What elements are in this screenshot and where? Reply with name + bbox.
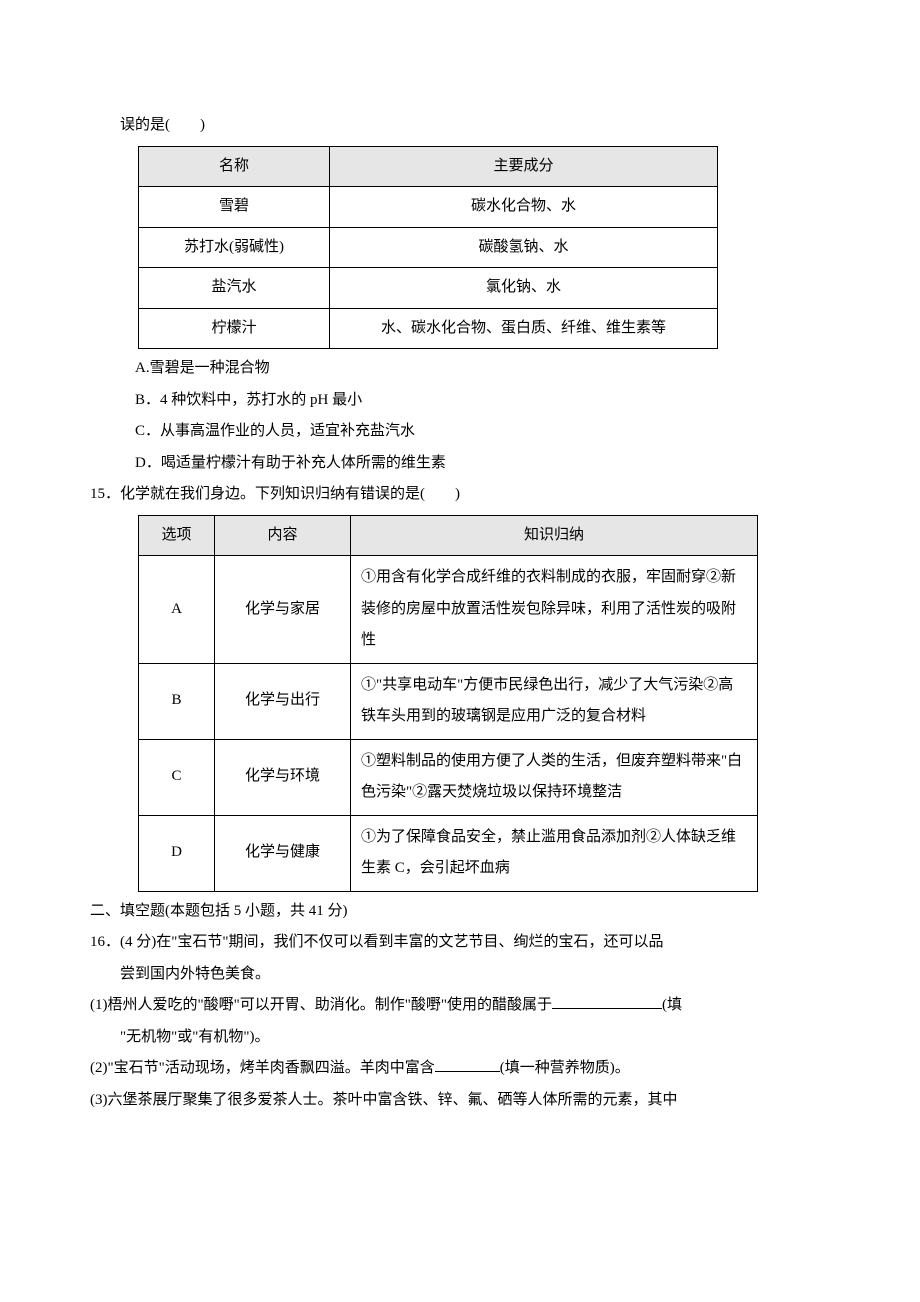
table-row: A 化学与家居 ①用含有化学合成纤维的衣料制成的衣服，牢固耐穿②新装修的房屋中放… xyxy=(139,556,758,664)
table-row: D 化学与健康 ①为了保障食品安全，禁止滥用食品添加剂②人体缺乏维生素 C，会引… xyxy=(139,815,758,891)
q14-stem-tail: 误的是( ) xyxy=(90,110,830,142)
q14-r1-ing: 碳水化合物、水 xyxy=(330,187,718,228)
q15-table: 选项 内容 知识归纳 A 化学与家居 ①用含有化学合成纤维的衣料制成的衣服，牢固… xyxy=(138,515,758,892)
q14-r4-name: 柠檬汁 xyxy=(139,308,330,349)
q16-sub2-text-b: (填一种营养物质)。 xyxy=(500,1060,630,1076)
q15-b-know: ①"共享电动车"方便市民绿色出行，减少了大气污染②高铁车头用到的玻璃钢是应用广泛… xyxy=(351,663,758,739)
table-row: 柠檬汁 水、碳水化合物、蛋白质、纤维、维生素等 xyxy=(139,308,718,349)
q16-sub1-line2: "无机物"或"有机物")。 xyxy=(90,1022,830,1054)
q15-a-know: ①用含有化学合成纤维的衣料制成的衣服，牢固耐穿②新装修的房屋中放置活性炭包除异味… xyxy=(351,556,758,664)
q16-stem-line1: 16．(4 分)在"宝石节"期间，我们不仅可以看到丰富的文艺节目、绚烂的宝石，还… xyxy=(90,927,830,959)
q15-th-topic: 内容 xyxy=(215,515,351,556)
fill-blank[interactable] xyxy=(435,1056,500,1072)
q15-th-know: 知识归纳 xyxy=(351,515,758,556)
q15-th-opt: 选项 xyxy=(139,515,215,556)
q16-sub1-text-a: (1)梧州人爱吃的"酸嘢"可以开胃、助消化。制作"酸嘢"使用的醋酸属于 xyxy=(90,997,552,1013)
q15-d-opt: D xyxy=(139,815,215,891)
q14-option-a: A.雪碧是一种混合物 xyxy=(90,353,830,385)
q16-sub3: (3)六堡茶展厅聚集了很多爱茶人士。茶叶中富含铁、锌、氟、硒等人体所需的元素，其… xyxy=(90,1085,830,1117)
q14-option-b: B．4 种饮料中，苏打水的 pH 最小 xyxy=(90,385,830,417)
q14-r1-name: 雪碧 xyxy=(139,187,330,228)
q15-b-topic: 化学与出行 xyxy=(215,663,351,739)
section2-heading: 二、填空题(本题包括 5 小题，共 41 分) xyxy=(90,896,830,928)
q16-stem-line2: 尝到国内外特色美食。 xyxy=(90,959,830,991)
q15-a-opt: A xyxy=(139,556,215,664)
q14-th-name: 名称 xyxy=(139,146,330,187)
q14-r3-ing: 氯化钠、水 xyxy=(330,268,718,309)
q14-r2-name: 苏打水(弱碱性) xyxy=(139,227,330,268)
table-row: 苏打水(弱碱性) 碳酸氢钠、水 xyxy=(139,227,718,268)
fill-blank[interactable] xyxy=(552,993,662,1009)
q15-c-opt: C xyxy=(139,739,215,815)
q15-c-know: ①塑料制品的使用方便了人类的生活，但废弃塑料带来"白色污染"②露天焚烧垃圾以保持… xyxy=(351,739,758,815)
q15-b-opt: B xyxy=(139,663,215,739)
q16-sub2-text-a: (2)"宝石节"活动现场，烤羊肉香飘四溢。羊肉中富含 xyxy=(90,1060,435,1076)
table-row: C 化学与环境 ①塑料制品的使用方便了人类的生活，但废弃塑料带来"白色污染"②露… xyxy=(139,739,758,815)
q15-d-topic: 化学与健康 xyxy=(215,815,351,891)
q14-r4-ing: 水、碳水化合物、蛋白质、纤维、维生素等 xyxy=(330,308,718,349)
q14-option-d: D．喝适量柠檬汁有助于补充人体所需的维生素 xyxy=(90,448,830,480)
q14-th-ingredient: 主要成分 xyxy=(330,146,718,187)
table-row: B 化学与出行 ①"共享电动车"方便市民绿色出行，减少了大气污染②高铁车头用到的… xyxy=(139,663,758,739)
q14-table: 名称 主要成分 雪碧 碳水化合物、水 苏打水(弱碱性) 碳酸氢钠、水 盐汽水 氯… xyxy=(138,146,718,350)
table-row: 盐汽水 氯化钠、水 xyxy=(139,268,718,309)
q15-a-topic: 化学与家居 xyxy=(215,556,351,664)
q14-r2-ing: 碳酸氢钠、水 xyxy=(330,227,718,268)
q16-sub1-line1: (1)梧州人爱吃的"酸嘢"可以开胃、助消化。制作"酸嘢"使用的醋酸属于 (填 xyxy=(90,990,830,1022)
q15-c-topic: 化学与环境 xyxy=(215,739,351,815)
q15-d-know: ①为了保障食品安全，禁止滥用食品添加剂②人体缺乏维生素 C，会引起坏血病 xyxy=(351,815,758,891)
q16-sub1-text-b: (填 xyxy=(662,997,682,1013)
table-row: 雪碧 碳水化合物、水 xyxy=(139,187,718,228)
q15-stem: 15．化学就在我们身边。下列知识归纳有错误的是( ) xyxy=(90,479,830,511)
q16-sub2: (2)"宝石节"活动现场，烤羊肉香飘四溢。羊肉中富含 (填一种营养物质)。 xyxy=(90,1053,830,1085)
q14-r3-name: 盐汽水 xyxy=(139,268,330,309)
q14-option-c: C．从事高温作业的人员，适宜补充盐汽水 xyxy=(90,416,830,448)
